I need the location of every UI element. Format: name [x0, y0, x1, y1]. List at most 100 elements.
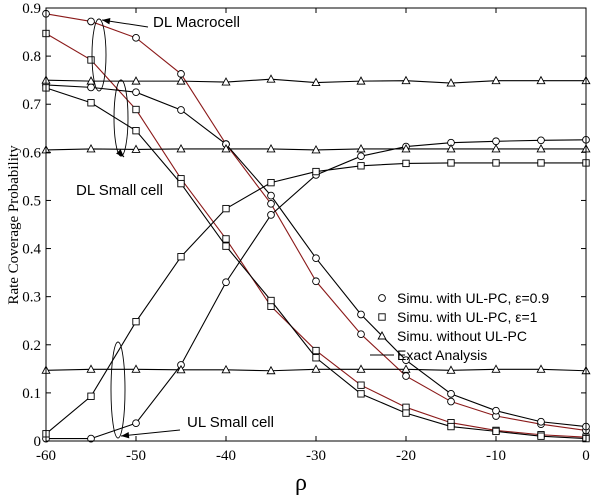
data-point [87, 99, 95, 107]
data-point [446, 365, 456, 374]
annotation-dl-smallcell: DL Small cell [76, 182, 163, 199]
data-point [357, 310, 365, 319]
data-point [86, 76, 96, 85]
data-point [402, 372, 410, 380]
data-point [266, 365, 276, 375]
data-point [86, 144, 96, 153]
data-point [401, 364, 411, 373]
data-point [491, 144, 501, 153]
annotation-layer: DL Macrocell DL Small cell UL Small cell [76, 14, 274, 439]
y-axis-label-group: Rate Coverage Probability [6, 145, 22, 305]
data-point [537, 136, 545, 145]
data-point [312, 277, 320, 286]
data-point [267, 199, 275, 208]
legend-entry-4: Exact Analysis [370, 347, 487, 363]
ul-smallcell-arrow [120, 429, 181, 439]
data-point [87, 434, 95, 443]
y-tick-label: 0.7 [22, 97, 41, 113]
data-point [537, 417, 545, 426]
dl-macrocell-ellipse [91, 18, 107, 92]
data-point [222, 204, 230, 213]
data-point [131, 76, 141, 85]
data-point [222, 278, 230, 287]
x-tick-label: -30 [306, 448, 326, 464]
data-point [87, 392, 95, 400]
data-point [492, 427, 500, 436]
data-point [87, 56, 95, 64]
data-point [536, 364, 546, 373]
arrow-head [116, 149, 124, 157]
data-point [132, 419, 140, 428]
data-point [311, 77, 321, 87]
data-point [356, 76, 366, 85]
y-tick-label: 0.3 [22, 290, 41, 306]
legend-marker [378, 294, 386, 302]
data-point [402, 356, 410, 365]
data-point [357, 162, 365, 170]
data-point [401, 75, 411, 85]
data-point [447, 397, 455, 406]
y-tick-label: 0 [34, 434, 42, 450]
data-point [87, 83, 95, 92]
data-point [267, 296, 275, 305]
dl-smallcell-ellipse [113, 79, 129, 157]
data-point [356, 364, 366, 373]
data-point [176, 364, 186, 374]
x-axis-label: ρ [295, 470, 307, 496]
plot-frame [45, 7, 587, 442]
series-layer [41, 9, 591, 443]
x-tick-label: -50 [126, 448, 146, 464]
dl-smallcell-arrow [116, 149, 125, 158]
data-point [86, 364, 96, 373]
data-point [267, 191, 275, 200]
legend-label: Simu. with UL-PC, ε=0.9 [397, 290, 549, 306]
legend-marker [377, 331, 387, 340]
data-point [221, 77, 231, 86]
data-point [536, 75, 546, 85]
data-point [537, 432, 545, 440]
series-line-2 [45, 33, 587, 438]
arrow-head [102, 18, 111, 25]
legend-label: Exact Analysis [397, 347, 487, 363]
series-3 [42, 81, 590, 431]
data-point [222, 242, 230, 250]
legend: Simu. with UL-PC, ε=0.9 Simu. with UL-PC,… [370, 290, 549, 363]
y-axis-label: Rate Coverage Probability [6, 145, 22, 305]
data-point [447, 159, 455, 167]
data-point [357, 152, 365, 161]
legend-label: Simu. with UL-PC, ε=1 [397, 309, 538, 325]
data-point [357, 390, 365, 398]
annotation-ul-smallcell: UL Small cell [187, 414, 274, 431]
data-point [222, 235, 230, 243]
x-tick-label: -20 [396, 448, 416, 464]
data-point [357, 381, 365, 389]
legend-entry-3: Simu. without UL-PC [377, 328, 527, 344]
data-point [312, 254, 320, 263]
ul-smallcell-ellipse [110, 341, 126, 439]
legend-entry-2: Simu. with UL-PC, ε=1 [378, 309, 538, 325]
legend-marker [378, 313, 386, 321]
x-tick-label: -10 [486, 448, 506, 464]
data-point [221, 144, 231, 153]
series-9 [41, 364, 591, 375]
data-point [402, 409, 410, 417]
y-tick-label: 0.8 [22, 49, 41, 65]
data-point [267, 178, 275, 187]
data-point [176, 144, 186, 153]
series-4 [42, 84, 590, 443]
x-tick-label: 0 [582, 448, 590, 464]
data-point [132, 127, 140, 135]
data-point [177, 253, 185, 261]
data-point [356, 144, 366, 153]
dl-macrocell-arrow [101, 18, 149, 28]
data-point [132, 318, 140, 326]
x-tick-label: -40 [216, 448, 236, 464]
data-point [312, 346, 320, 355]
data-point [536, 144, 546, 153]
y-tick-label: 0.6 [22, 145, 41, 161]
data-point [132, 33, 140, 42]
data-point [446, 78, 456, 87]
data-point [447, 422, 455, 431]
data-point [177, 179, 185, 188]
